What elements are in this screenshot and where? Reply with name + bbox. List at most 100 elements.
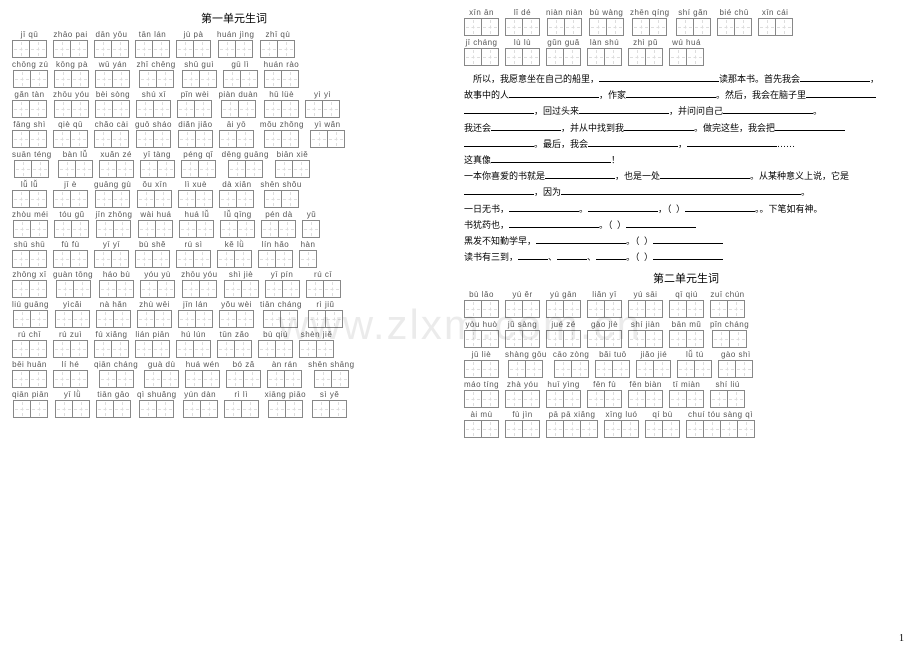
pinyin-label: rú cī — [314, 270, 332, 279]
char-box — [111, 250, 129, 268]
word-cell: tiān gāo — [96, 390, 131, 418]
word-cell: tān lán — [135, 30, 170, 58]
char-box — [481, 300, 499, 318]
char-boxes — [53, 190, 88, 208]
char-boxes — [218, 40, 253, 58]
pinyin-label: xīn ān — [469, 8, 494, 17]
char-box — [112, 70, 130, 88]
pinyin-label: rú chī — [18, 330, 41, 339]
char-box — [54, 70, 72, 88]
word-cell: shú xī — [136, 90, 171, 118]
pinyin-label: fēn biàn — [629, 380, 661, 389]
char-boxes — [12, 280, 47, 298]
word-cell: lǚ qīng — [220, 210, 255, 238]
char-box — [54, 220, 72, 238]
pinyin-label: niàn niàn — [546, 8, 583, 17]
char-boxes — [53, 40, 88, 58]
char-boxes — [587, 48, 622, 66]
char-box — [12, 40, 30, 58]
char-box — [176, 40, 194, 58]
char-box — [194, 100, 212, 118]
word-row: liú guāngyìcǎinà hǎnzhù wēijīn lányǒu wè… — [12, 300, 456, 328]
char-box — [111, 340, 129, 358]
pinyin-label: shí jiàn — [631, 320, 660, 329]
char-box — [99, 370, 117, 388]
char-boxes — [226, 370, 261, 388]
pinyin-label: bié chū — [719, 8, 748, 17]
word-cell: lǚ tú — [677, 350, 712, 378]
word-cell: bǎi tuō — [595, 350, 630, 378]
char-box — [152, 40, 170, 58]
word-cell: lǐ dé — [505, 8, 540, 36]
word-cell: shàng gōu — [505, 350, 547, 378]
char-box — [710, 300, 728, 318]
char-box — [546, 330, 564, 348]
word-cell: lián piān — [135, 330, 170, 358]
word-cell: yī tàng — [140, 150, 175, 178]
word-cell: shū guì — [182, 60, 217, 88]
char-boxes — [505, 390, 540, 408]
char-boxes — [669, 48, 704, 66]
char-box — [218, 40, 236, 58]
char-boxes — [464, 360, 499, 378]
word-cell: nà hǎn — [96, 300, 131, 328]
char-boxes — [12, 190, 47, 208]
word-cell: bù wàng — [589, 8, 624, 36]
char-box — [29, 370, 47, 388]
char-box — [176, 250, 194, 268]
char-box — [53, 340, 71, 358]
char-boxes — [464, 300, 499, 318]
char-box — [236, 190, 254, 208]
pinyin-label: jū liè — [472, 350, 491, 359]
char-box — [226, 370, 244, 388]
word-cell: zhù wēi — [137, 300, 172, 328]
char-box — [30, 400, 48, 418]
char-boxes — [265, 280, 300, 298]
char-boxes — [628, 48, 663, 66]
word-cell: lí hé — [53, 360, 88, 388]
pinyin-label: liǎn yī — [592, 290, 616, 299]
pinyin-label: jù pà — [184, 30, 204, 39]
char-box — [305, 100, 323, 118]
char-box — [564, 18, 582, 36]
word-cell: qiān piān — [12, 390, 49, 418]
pinyin-label: zhāo pai — [53, 30, 87, 39]
char-box — [606, 18, 624, 36]
pinyin-label: zhēn qíng — [630, 8, 670, 17]
char-box — [464, 420, 482, 438]
char-boxes — [306, 280, 341, 298]
char-box — [669, 330, 687, 348]
char-boxes — [94, 340, 129, 358]
pinyin-label: suān téng — [12, 150, 52, 159]
word-cell: gào jiè — [587, 320, 622, 348]
char-boxes — [677, 360, 712, 378]
char-box — [198, 160, 216, 178]
right-top-grid: xīn ānlǐ déniàn niànbù wàngzhēn qíngshí … — [464, 8, 908, 68]
char-box — [136, 130, 154, 148]
word-cell: guà dù — [144, 360, 179, 388]
char-box — [177, 100, 195, 118]
char-box — [70, 40, 88, 58]
pinyin-label: chōng zú — [12, 60, 48, 69]
char-boxes — [140, 280, 175, 298]
pinyin-label: zhù wēi — [139, 300, 170, 309]
char-box — [53, 40, 71, 58]
char-boxes — [137, 310, 172, 328]
char-boxes — [96, 400, 131, 418]
word-cell: jué zé — [546, 320, 581, 348]
char-box — [686, 300, 704, 318]
pinyin-label: huá wén — [186, 360, 220, 369]
char-box — [236, 130, 254, 148]
char-box — [299, 250, 317, 268]
char-box — [292, 160, 310, 178]
char-box — [137, 310, 155, 328]
char-box — [13, 220, 31, 238]
char-box — [95, 100, 113, 118]
char-box — [219, 130, 237, 148]
char-box — [571, 360, 589, 378]
char-boxes — [219, 310, 254, 328]
pinyin-label: hú lún — [181, 330, 206, 339]
char-box — [70, 250, 88, 268]
char-box — [116, 160, 134, 178]
char-box — [312, 400, 330, 418]
